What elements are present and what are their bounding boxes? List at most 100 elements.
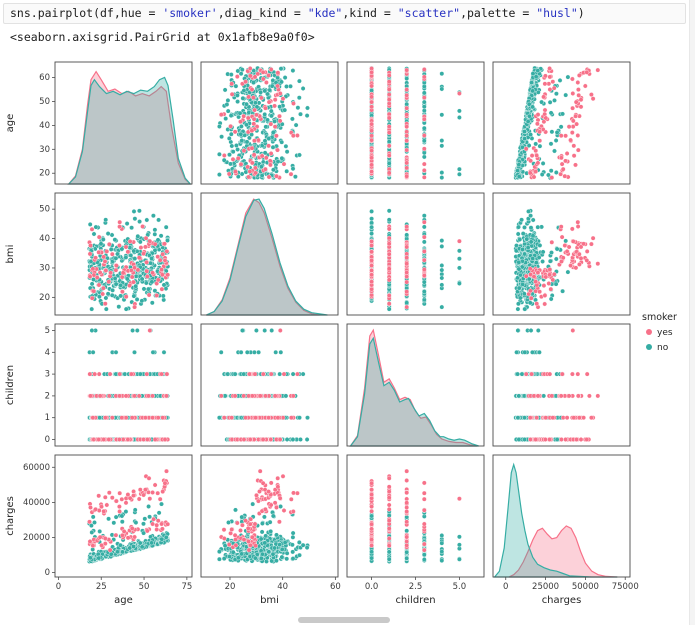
y-tick-label: 3: [45, 370, 50, 380]
x-tick-label: 50: [139, 582, 150, 592]
scatter-bmi-vs-charges-yes: [523, 219, 601, 310]
panel-bmi-vs-bmi: [200, 192, 339, 316]
panel-bmi-vs-age: 20 30 40 50 bmi: [5, 192, 193, 316]
pairplot-svg: 20 30 40 50 60 age 20 30 40 50 bmi 0 1 2 3 4 5 children 0 2…: [5, 61, 677, 606]
kde-curve-bmi-no: [206, 198, 328, 316]
panel-border: [492, 192, 631, 316]
output-repr: <seaborn.axisgrid.PairGrid at 0x1afb8e9a…: [10, 30, 315, 44]
panel-border: [346, 61, 485, 185]
code-token-plain: ,kind =: [342, 6, 398, 20]
scatter-children-vs-age-yes: [87, 328, 171, 442]
panel-border: [54, 61, 193, 185]
y-tick-label: 4: [45, 348, 50, 358]
panel-border: [346, 454, 485, 578]
panel-age-vs-charges: [492, 61, 631, 185]
x-tick-label: 40: [277, 582, 288, 592]
panel-border: [346, 192, 485, 316]
panel-border: [200, 454, 339, 578]
kde-curve-charges-yes: [508, 525, 618, 578]
code-token-string: "husl": [536, 6, 578, 20]
y-tick-label: 50: [39, 97, 50, 107]
x-tick-label: 0: [503, 582, 508, 592]
panel-border: [492, 454, 631, 578]
y-tick-label: 0: [45, 568, 50, 578]
xlabel-children: children: [395, 595, 435, 606]
panel-border: [54, 323, 193, 447]
right-gutter: [689, 0, 695, 625]
y-tick-label: 40000: [23, 498, 50, 508]
code-token-plain: sns.pairplot(df,hue =: [10, 6, 163, 20]
x-tick-label: 75: [181, 582, 192, 592]
panel-charges-vs-bmi: 20 40 60 bmi: [200, 454, 341, 606]
panel-age-vs-bmi: [200, 61, 339, 185]
legend: smoker yes no: [642, 312, 677, 353]
y-tick-label: 30: [39, 145, 50, 155]
scatter-charges-vs-children-yes: [369, 468, 462, 553]
scatter-charges-vs-age-yes: [87, 468, 171, 553]
x-tick-label: 60: [330, 582, 341, 592]
panel-bmi-vs-charges: [492, 192, 631, 316]
x-tick-label: 2.5: [409, 582, 423, 592]
xlabel-bmi: bmi: [260, 595, 279, 606]
code-token-string: 'smoker': [162, 6, 218, 20]
scatter-charges-vs-age-no: [86, 501, 171, 564]
kde-curve-charges-no: [493, 462, 618, 578]
panel-age-vs-children: [346, 61, 485, 185]
code-token-string: "kde": [307, 6, 343, 20]
scatter-bmi-vs-age-yes: [87, 219, 171, 310]
code-cell[interactable]: sns.pairplot(df,hue = 'smoker',diag_kind…: [3, 3, 686, 24]
panel-border: [346, 323, 485, 447]
y-tick-label: 60000: [23, 463, 50, 473]
x-tick-label: 50000: [572, 582, 599, 592]
scatter-children-vs-charges-no: [513, 328, 571, 442]
panel-children-vs-age: 0 1 2 3 4 5 children: [5, 323, 193, 447]
code-token-string: "scatter": [397, 6, 461, 20]
legend-title: smoker: [642, 312, 677, 323]
y-tick-label: 2: [45, 391, 50, 401]
panel-border: [200, 323, 339, 447]
code-line[interactable]: sns.pairplot(df,hue = 'smoker',diag_kind…: [10, 4, 585, 23]
legend-marker-yes: [646, 329, 652, 335]
y-tick-label: 40: [39, 121, 50, 131]
code-token-plain: ): [577, 6, 585, 20]
panel-age-vs-age: 20 30 40 50 60 age: [5, 61, 193, 185]
y-tick-label: 20: [39, 169, 50, 179]
x-tick-label: 5.0: [453, 582, 467, 592]
scatter-age-vs-charges-yes: [523, 66, 601, 181]
y-tick-label: 40: [39, 234, 50, 244]
panel-charges-vs-age: 0 20000 40000 60000 charges 0 25 50 75 age: [5, 454, 193, 606]
panel-children-vs-charges: [492, 323, 631, 447]
scatter-bmi-vs-children-yes: [369, 219, 462, 310]
x-tick-label: 25: [96, 582, 107, 592]
x-tick-label: 0: [56, 582, 61, 592]
scatter-children-vs-bmi-no: [216, 328, 310, 442]
kde-curve-age-no: [67, 76, 192, 185]
y-tick-label: 20000: [23, 533, 50, 543]
scatter-bmi-vs-children-no: [369, 208, 462, 312]
horizontal-scrollbar-thumb[interactable]: [298, 617, 390, 623]
legend-label-no: no: [657, 343, 669, 353]
scatter-age-vs-children-no: [369, 65, 462, 181]
y-tick-label: 5: [45, 326, 50, 336]
ylabel-bmi: bmi: [5, 245, 16, 264]
panel-border: [200, 192, 339, 316]
legend-label-yes: yes: [657, 328, 673, 338]
x-tick-label: 0.0: [365, 582, 379, 592]
ylabel-age: age: [5, 114, 16, 133]
y-tick-label: 50: [39, 205, 50, 215]
panel-border: [54, 454, 193, 578]
scatter-charges-vs-children-no: [369, 501, 462, 564]
panel-bmi-vs-children: [346, 192, 485, 316]
xlabel-age: age: [114, 595, 133, 606]
y-tick-label: 20: [39, 293, 50, 303]
panel-border: [200, 61, 339, 185]
kde-curve-bmi-yes: [206, 198, 320, 316]
scatter-age-vs-bmi-yes: [218, 66, 300, 181]
kde-curve-children-no: [349, 336, 479, 447]
code-token-plain: ,palette =: [460, 6, 537, 20]
panel-border: [54, 192, 193, 316]
panel-border: [492, 61, 631, 185]
xlabel-charges: charges: [542, 595, 582, 606]
scatter-children-vs-bmi-yes: [218, 328, 300, 442]
